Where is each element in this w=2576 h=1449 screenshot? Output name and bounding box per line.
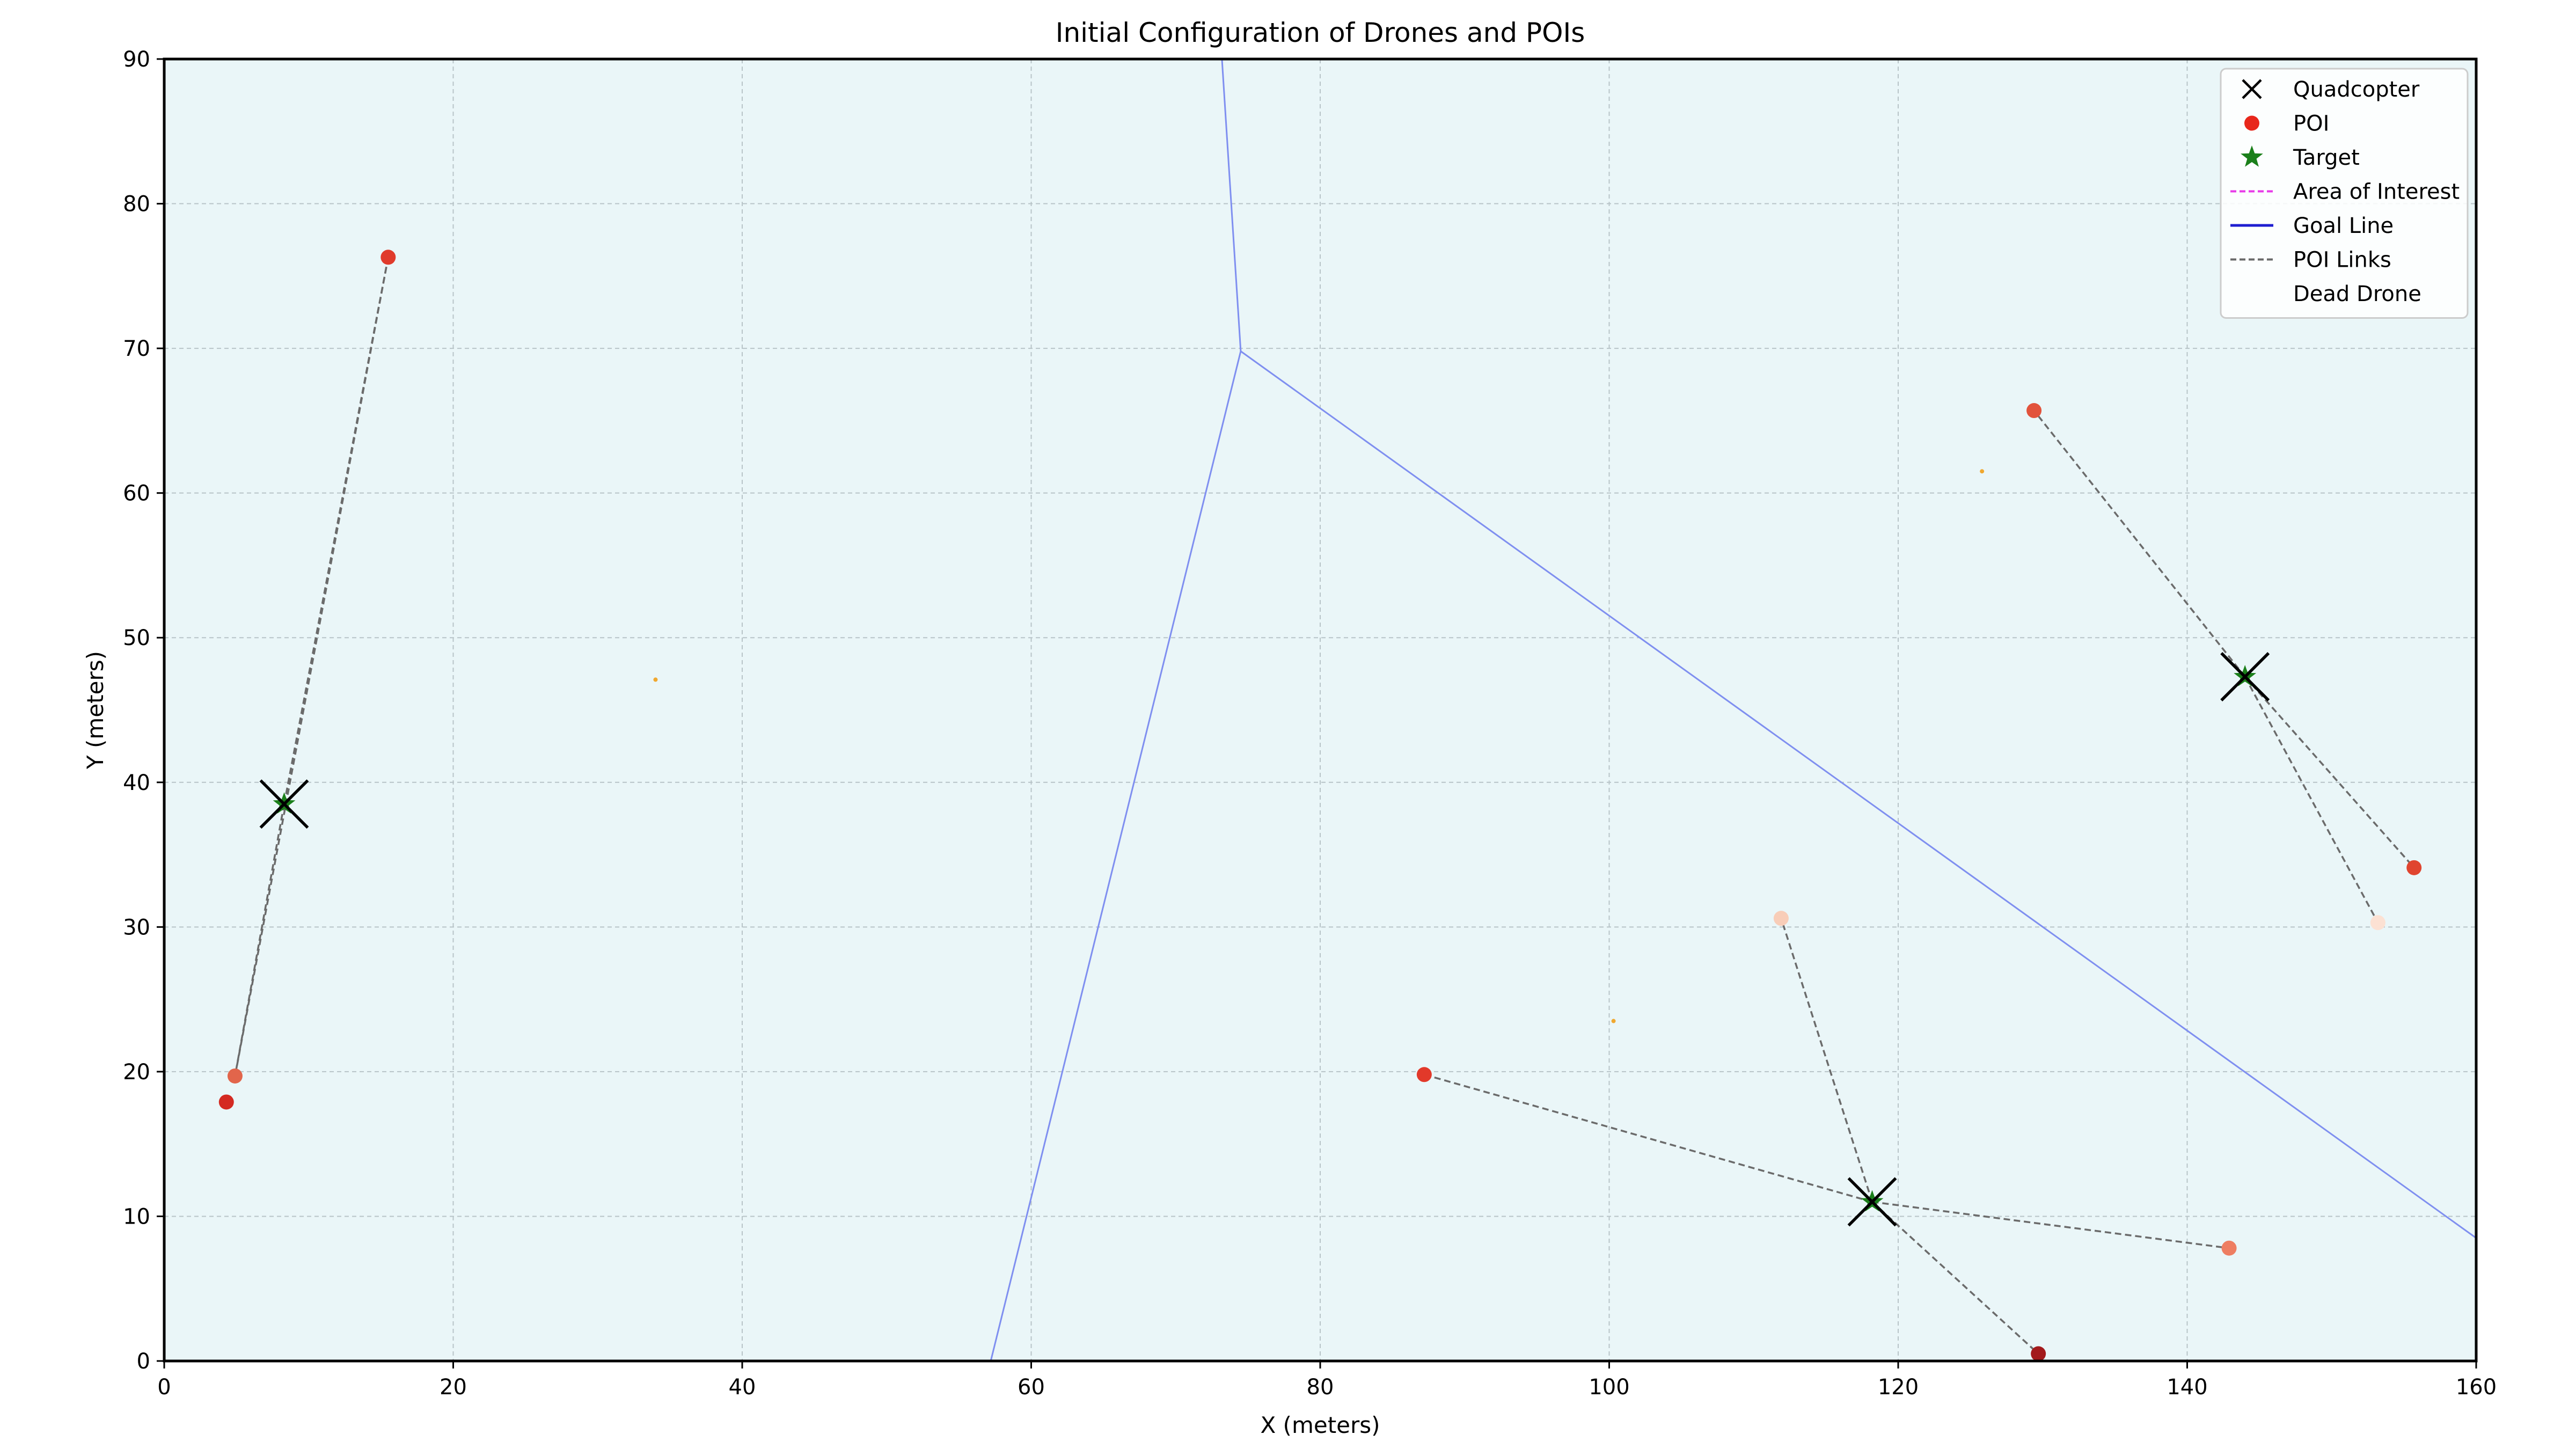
y-tick-label: 60 bbox=[123, 481, 150, 506]
x-tick-label: 20 bbox=[440, 1375, 467, 1400]
poi-point bbox=[2031, 1346, 2046, 1362]
x-tick-label: 80 bbox=[1307, 1375, 1334, 1400]
poi-link bbox=[2033, 409, 2246, 678]
legend-entry: POI bbox=[2244, 112, 2329, 136]
quadcopter-marker bbox=[1847, 1177, 1897, 1227]
y-tick-label: 30 bbox=[123, 915, 150, 940]
quadcopter-markers bbox=[259, 652, 2270, 1227]
x-axis-ticks: 0 20 40 60 80 100 120 140 160 bbox=[157, 1361, 2497, 1400]
legend-box bbox=[2220, 68, 2469, 319]
poi-links bbox=[234, 257, 2415, 1355]
legend-quadcopter-icon bbox=[2242, 79, 2262, 99]
quadcopter-marker bbox=[259, 779, 309, 829]
legend-label: Goal Line bbox=[2293, 214, 2394, 238]
voronoi-edge bbox=[990, 351, 1242, 1362]
y-tick-label: 40 bbox=[123, 771, 150, 795]
x-axis-label: X (meters) bbox=[1260, 1412, 1380, 1438]
y-tick-label: 0 bbox=[137, 1349, 150, 1374]
poi-point bbox=[1416, 1067, 1432, 1082]
poi-point bbox=[218, 1094, 234, 1110]
y-tick-label: 50 bbox=[123, 626, 150, 650]
legend-entry: Area of Interest bbox=[2230, 180, 2460, 204]
poi-point bbox=[2370, 915, 2385, 931]
y-tick-label: 10 bbox=[123, 1204, 150, 1229]
quadcopter-marker bbox=[2220, 652, 2270, 701]
poi-point bbox=[227, 1068, 243, 1084]
poi-link bbox=[1872, 1201, 2229, 1249]
poi-point bbox=[1773, 911, 1789, 926]
x-tick-label: 60 bbox=[1018, 1375, 1045, 1400]
poi-link bbox=[1424, 1073, 1873, 1203]
x-tick-label: 120 bbox=[1878, 1375, 1919, 1400]
y-tick-label: 80 bbox=[123, 192, 150, 217]
poi-point bbox=[2026, 403, 2042, 419]
legend-label: POI bbox=[2293, 112, 2329, 136]
poi-markers bbox=[218, 250, 2422, 1362]
x-tick-label: 140 bbox=[2167, 1375, 2207, 1400]
poi-link bbox=[1871, 1201, 2039, 1355]
legend-target-icon bbox=[2241, 145, 2263, 167]
small-marker bbox=[1611, 1019, 1616, 1023]
voronoi-edge bbox=[1221, 58, 1242, 352]
poi-link bbox=[234, 257, 390, 1077]
small-marker bbox=[653, 677, 658, 682]
poi-point bbox=[2406, 860, 2422, 875]
voronoi-edge bbox=[1240, 350, 2477, 1239]
legend-label: Quadcopter bbox=[2293, 77, 2420, 102]
y-tick-label: 90 bbox=[123, 47, 150, 72]
poi-point bbox=[2221, 1240, 2237, 1256]
legend-poi-icon bbox=[2244, 115, 2259, 131]
legend-label: Target bbox=[2293, 145, 2360, 170]
quadcopter-arm bbox=[2220, 652, 2270, 701]
x-tick-label: 0 bbox=[157, 1375, 171, 1400]
legend-entry: Quadcopter bbox=[2242, 77, 2420, 102]
legend-entry: POI Links bbox=[2230, 248, 2391, 273]
poi-point bbox=[380, 250, 396, 265]
x-tick-label: 160 bbox=[2456, 1375, 2497, 1400]
x-tick-label: 40 bbox=[729, 1375, 756, 1400]
poi-link bbox=[1780, 918, 1874, 1203]
poi-link bbox=[2244, 676, 2379, 924]
y-tick-label: 20 bbox=[123, 1060, 150, 1085]
legend-label: Dead Drone bbox=[2293, 282, 2421, 306]
y-tick-label: 70 bbox=[123, 336, 150, 361]
legend-entry: Dead Drone bbox=[2293, 282, 2421, 306]
poi-link bbox=[2244, 676, 2415, 868]
small-marker bbox=[1980, 469, 1985, 474]
legend-entry: Goal Line bbox=[2230, 214, 2394, 238]
y-axis-label: Y (meters) bbox=[82, 651, 108, 770]
legend-entry: Target bbox=[2241, 145, 2360, 170]
chart-title: Initial Configuration of Drones and POIs bbox=[1056, 17, 1585, 48]
quadcopter-arm bbox=[259, 779, 309, 829]
voronoi-boundaries bbox=[990, 58, 2477, 1362]
quadcopter-arm bbox=[1847, 1177, 1897, 1227]
legend-label: POI Links bbox=[2293, 248, 2391, 273]
legend-label: Area of Interest bbox=[2293, 180, 2460, 204]
legend: Quadcopter POI Target Area of Interest Goal … bbox=[2220, 68, 2469, 319]
x-tick-label: 100 bbox=[1589, 1375, 1629, 1400]
y-axis-ticks: 0 10 20 30 40 50 60 70 80 90 bbox=[123, 47, 164, 1374]
small-markers bbox=[653, 469, 1985, 1023]
